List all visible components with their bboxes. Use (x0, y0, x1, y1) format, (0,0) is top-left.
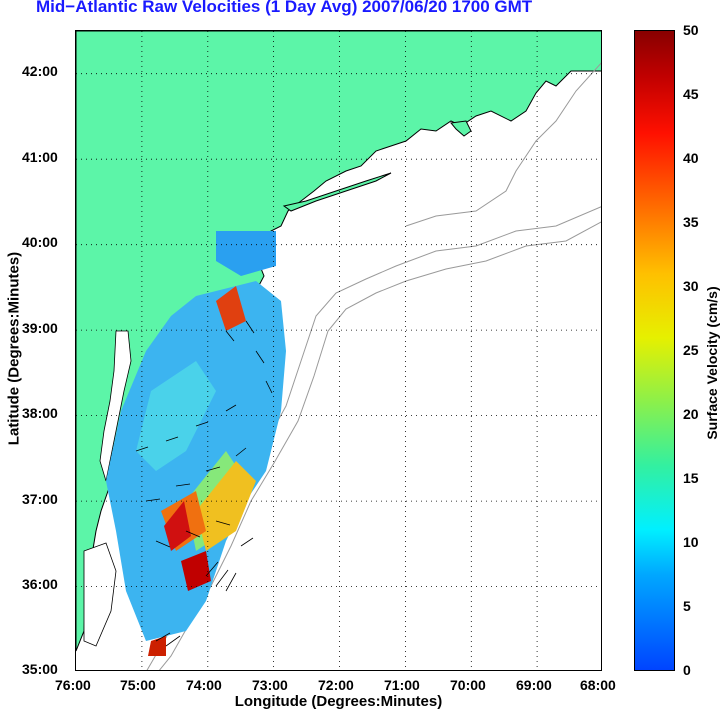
x-tick-label: 69:00 (516, 677, 552, 693)
y-tick-label: 38:00 (22, 405, 58, 421)
colorbar-tick-label: 35 (683, 214, 699, 230)
colorbar-tick-label: 45 (683, 86, 699, 102)
x-tick-label: 75:00 (120, 677, 156, 693)
y-tick-label: 36:00 (22, 576, 58, 592)
colorbar-tick-label: 30 (683, 278, 699, 294)
colorbar-tick-label: 10 (683, 534, 699, 550)
y-tick-label: 35:00 (22, 661, 58, 677)
current-map (76, 31, 601, 670)
y-axis-label: Latitude (Degrees:Minutes) (5, 251, 23, 446)
x-tick-label: 71:00 (384, 677, 420, 693)
y-tick-label: 39:00 (22, 320, 58, 336)
map-title: Mid−Atlantic Raw Velocities (1 Day Avg) … (36, 0, 533, 16)
colorbar-tick-label: 5 (683, 598, 691, 614)
long-island (282, 172, 392, 212)
velocity-vectors (135, 320, 273, 647)
colorbar (634, 30, 675, 671)
y-tick-label: 42:00 (22, 63, 58, 79)
pamlico-sound (83, 542, 117, 647)
graticule (76, 31, 601, 670)
map-plot-area (75, 30, 602, 671)
colorbar-tick-label: 50 (683, 22, 699, 38)
x-tick-label: 74:00 (186, 677, 222, 693)
x-tick-label: 73:00 (252, 677, 288, 693)
colorbar-tick-label: 40 (683, 150, 699, 166)
colorbar-label: Surface Velocity (cm/s) (704, 286, 720, 440)
colorbar-tick-label: 0 (683, 662, 691, 678)
colorbar-tick-label: 15 (683, 470, 699, 486)
x-tick-label: 72:00 (318, 677, 354, 693)
colorbar-tick-label: 25 (683, 342, 699, 358)
y-tick-label: 40:00 (22, 234, 58, 250)
x-axis-label: Longitude (Degrees:Minutes) (234, 693, 443, 710)
x-tick-label: 68:00 (580, 677, 616, 693)
chesapeake-bay (99, 330, 132, 482)
colorbar-tick-label: 20 (683, 406, 699, 422)
y-tick-label: 37:00 (22, 491, 58, 507)
x-tick-label: 70:00 (450, 677, 486, 693)
x-tick-label: 76:00 (55, 677, 91, 693)
cape-cod (450, 120, 472, 137)
y-tick-label: 41:00 (22, 149, 58, 165)
